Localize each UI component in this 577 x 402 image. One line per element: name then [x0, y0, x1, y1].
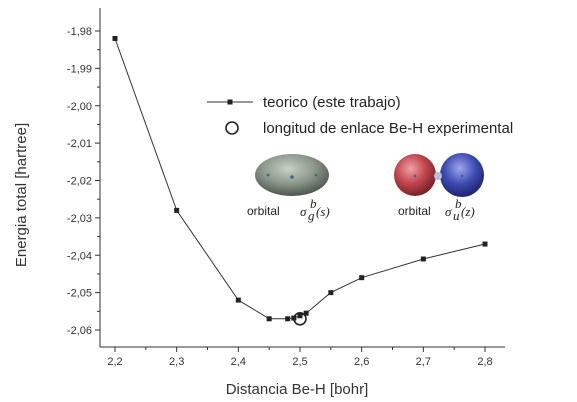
x-tick-label: 2,4 — [231, 356, 246, 368]
sigma-u-orbital-label: orbital σ u b (z) — [398, 196, 475, 223]
theoretical-point — [359, 275, 365, 281]
x-tick-label: 2,2 — [107, 356, 122, 368]
svg-text:b: b — [455, 196, 462, 211]
theoretical-point — [420, 256, 426, 262]
y-tick-label: -2,06 — [67, 325, 92, 337]
sigma-g-orbital-label: orbital σ g b (s) — [247, 196, 330, 223]
theoretical-point — [328, 290, 334, 296]
y-ticks: -1,98 -1,99 -2,00 -2,01 -2,02 -2,03 -2,04 -2,05… — [67, 26, 100, 337]
x-tick-label: 2,5 — [292, 356, 307, 368]
theoretical-series-line — [114, 38, 486, 320]
x-axis-title: Distancia Be-H [bohr] — [226, 381, 369, 398]
svg-text:σ: σ — [300, 204, 307, 219]
svg-text:(z): (z) — [461, 204, 475, 219]
y-tick-label: -2,03 — [67, 213, 92, 225]
svg-text:g: g — [308, 208, 315, 223]
theoretical-point — [482, 241, 488, 247]
svg-text:σ: σ — [445, 204, 452, 219]
y-tick-label: -1,98 — [67, 26, 92, 38]
theoretical-point — [285, 316, 291, 322]
legend: teorico (este trabajo) longitud de enlac… — [207, 94, 513, 137]
svg-text:(s): (s) — [316, 204, 330, 219]
legend-label-experimental: longitud de enlace Be-H experimental — [263, 120, 513, 137]
axes — [99, 8, 505, 348]
y-tick-label: -2,02 — [67, 176, 92, 188]
y-axis-title: Energia total [hartree] — [13, 123, 30, 267]
svg-text:orbital: orbital — [398, 204, 431, 218]
legend-label-theoretical: teorico (este trabajo) — [263, 94, 401, 111]
x-tick-label: 2,6 — [354, 356, 369, 368]
experimental-point — [293, 311, 307, 326]
theoretical-point — [112, 35, 118, 41]
y-tick-label: -2,00 — [67, 101, 92, 113]
x-ticks: 2,2 2,3 2,4 2,5 2,6 2,7 2,8 — [107, 347, 493, 368]
y-tick-label: -2,05 — [67, 288, 92, 300]
legend-circle-marker — [225, 121, 239, 135]
sigma-g-orbital-image — [255, 154, 329, 196]
x-tick-label: 2,3 — [169, 356, 184, 368]
series-layer — [112, 35, 488, 326]
svg-text:b: b — [310, 196, 317, 211]
theoretical-point — [235, 297, 241, 303]
y-tick-label: -1,99 — [67, 63, 92, 75]
y-tick-label: -2,04 — [67, 250, 92, 262]
theoretical-point — [174, 207, 180, 213]
legend-square-marker — [227, 99, 233, 105]
svg-text:u: u — [453, 208, 460, 223]
theoretical-point — [266, 316, 272, 322]
y-tick-label: -2,01 — [67, 138, 92, 150]
x-tick-label: 2,7 — [416, 356, 431, 368]
theoretical-point — [297, 313, 303, 319]
x-tick-label: 2,8 — [477, 356, 492, 368]
sigma-u-orbital-image — [394, 153, 484, 197]
theoretical-point — [303, 310, 309, 316]
svg-text:orbital: orbital — [247, 204, 280, 218]
